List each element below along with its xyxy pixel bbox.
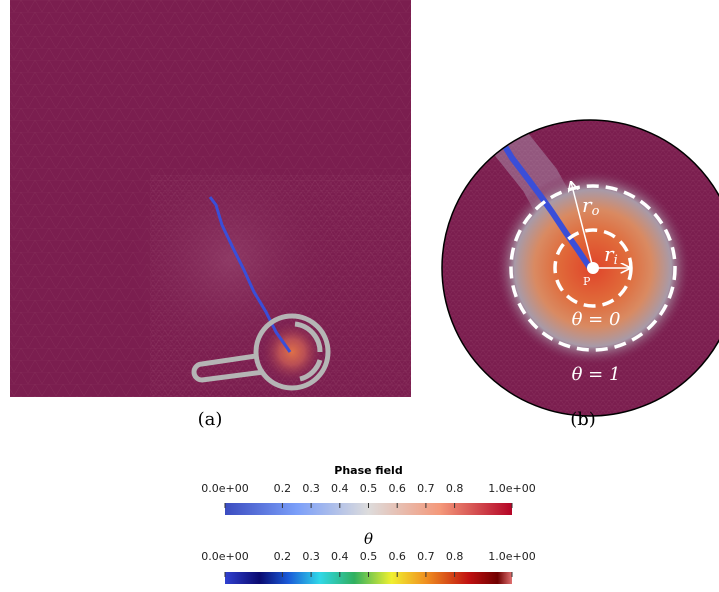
tick-label: 0.3 (302, 482, 320, 495)
phase-hotspot (260, 320, 324, 384)
inner-radius-label: ri (604, 242, 618, 268)
tick-label: 0.0e+00 (201, 550, 248, 563)
tick-label: 0.2 (274, 550, 292, 563)
zoom-border (441, 119, 719, 417)
center-point (587, 262, 599, 274)
colorbar-title: θ (364, 530, 373, 548)
outer-radius-label: ro (582, 193, 600, 219)
colorbar-gradient (225, 503, 512, 515)
tick-label: 0.4 (331, 482, 349, 495)
tick-label: 0.2 (274, 482, 292, 495)
tick-label: 1.0e+00 (488, 482, 535, 495)
outer-radius-arrow (571, 182, 594, 269)
tick-label: 0.6 (388, 482, 406, 495)
tick-label: 0.7 (417, 550, 435, 563)
panel-label: (a) (198, 409, 223, 430)
colorbar-gradient (225, 572, 512, 584)
tick-label: 0.5 (360, 482, 378, 495)
tick-label: 0.7 (417, 482, 435, 495)
colorbar: θ 0.0e+00 0.2 0.3 0.4 0.5 0.6 0.7 0.8 1.0e+00 (201, 530, 536, 584)
tick-label: 0.3 (302, 550, 320, 563)
tick-label: 0.8 (446, 550, 464, 563)
crack (208, 196, 292, 353)
colorbars: Phase field 0.0e+00 0.2 0.3 0.4 0.5 0.6 0.7 0.8 1… (201, 464, 536, 584)
colorbar-title: Phase field (334, 464, 402, 477)
tick-label: 0.4 (331, 550, 349, 563)
tick-label: 1.0e+00 (488, 550, 535, 563)
tick-label: 0.0e+00 (201, 482, 248, 495)
panel-a: (a) (10, 0, 411, 430)
outer-boundary (509, 184, 677, 352)
panel-label: (b) (570, 409, 596, 430)
panel-b: P ro ri θ = 0 θ = 1 (b) (441, 119, 719, 430)
colorbar: Phase field 0.0e+00 0.2 0.3 0.4 0.5 0.6 0.7 0.8 1… (201, 464, 536, 515)
tick-label: 0.5 (360, 550, 378, 563)
region-label: θ = 0 (572, 309, 621, 330)
region-label: θ = 1 (572, 364, 621, 385)
point-label: P (583, 275, 591, 288)
tick-label: 0.8 (446, 482, 464, 495)
crack (497, 136, 593, 270)
tick-label: 0.6 (388, 550, 406, 563)
magnifier (191, 313, 331, 391)
